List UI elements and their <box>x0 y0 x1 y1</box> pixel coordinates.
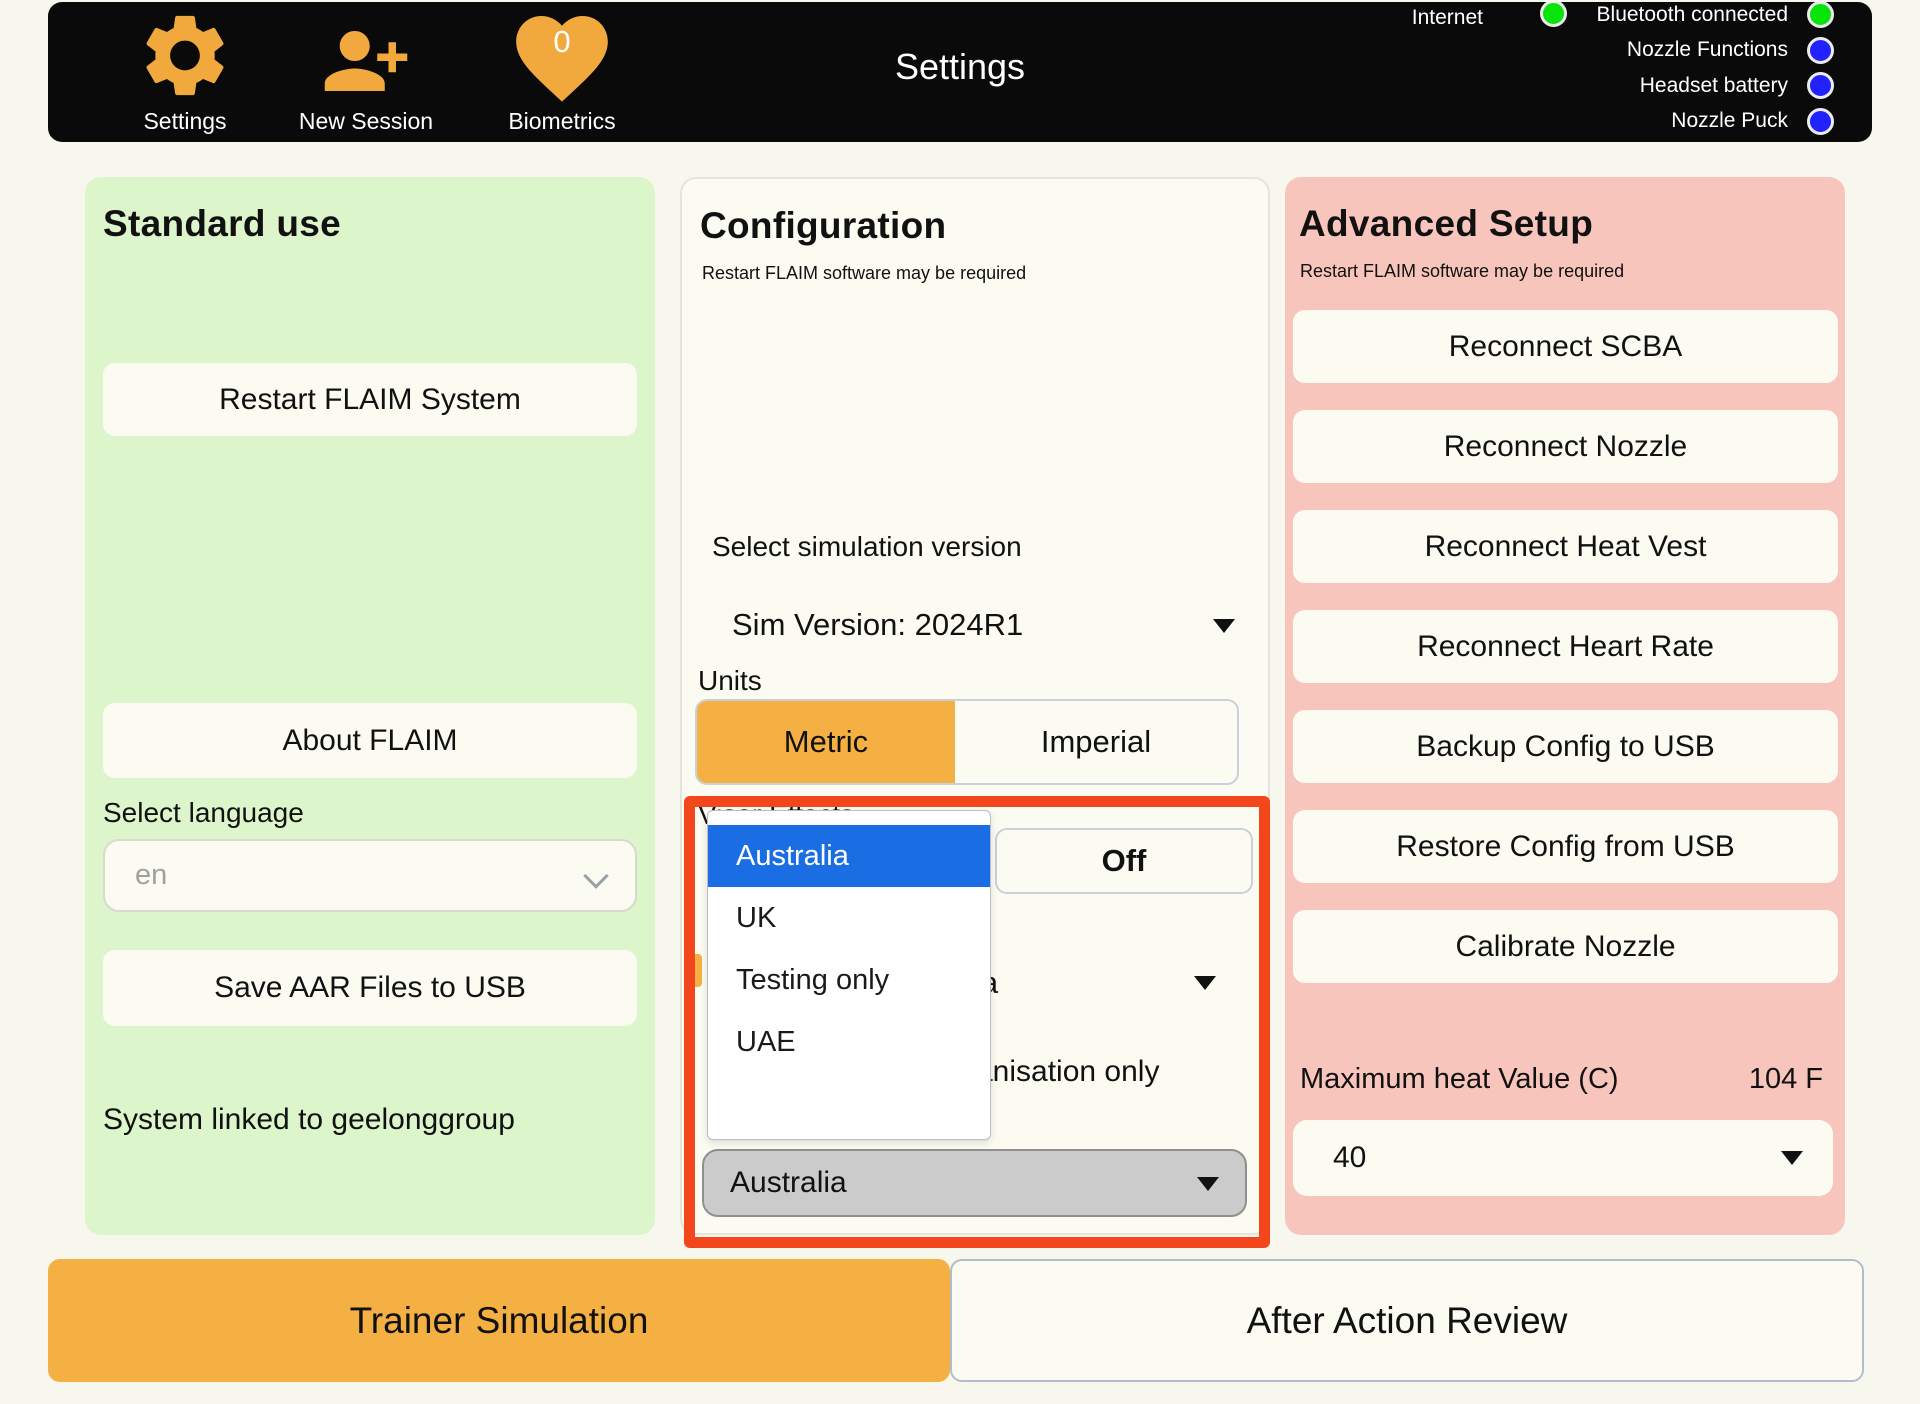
max-heat-fahrenheit-value: 104 F <box>1748 1063 1823 1095</box>
status-label: Nozzle Functions <box>1626 38 1788 62</box>
nav-new-session[interactable]: New Session <box>266 2 466 142</box>
units-option-metric[interactable]: Metric <box>697 701 955 783</box>
restart-flaim-button[interactable]: Restart FLAIM System <box>103 363 637 436</box>
region-option-uk[interactable]: UK <box>736 901 777 934</box>
nav-biometrics[interactable]: 0 Biometrics <box>462 2 662 142</box>
reconnect-heat-vest-button[interactable]: Reconnect Heat Vest <box>1293 510 1838 583</box>
status-label: Nozzle Puck <box>1671 109 1788 133</box>
reconnect-nozzle-button[interactable]: Reconnect Nozzle <box>1293 410 1838 483</box>
status-row-headset-battery: Headset battery <box>1518 68 1834 104</box>
backup-config-button[interactable]: Backup Config to USB <box>1293 710 1838 783</box>
internet-status-indicator <box>1540 2 1567 27</box>
nav-new-session-label: New Session <box>298 108 434 134</box>
caret-down-icon <box>1194 976 1216 990</box>
nav-settings[interactable]: Settings <box>85 2 285 142</box>
obscured-organisation-only-text: anisation only <box>976 1055 1160 1088</box>
sim-version-select[interactable]: Sim Version: 2024R1 <box>712 597 1242 659</box>
configuration-subtitle: Restart FLAIM software may be required <box>702 263 1027 283</box>
top-bar: Settings New Session 0 Biometrics Settin… <box>48 2 1872 142</box>
sim-version-value: Sim Version: 2024R1 <box>732 607 1024 642</box>
about-flaim-button[interactable]: About FLAIM <box>103 703 637 778</box>
trainer-simulation-button[interactable]: Trainer Simulation <box>48 1259 950 1382</box>
status-label: Headset battery <box>1639 73 1788 97</box>
language-select[interactable]: en <box>103 839 637 912</box>
caret-down-icon <box>1213 619 1235 633</box>
device-status-list: Bluetooth connected Nozzle Functions Hea… <box>1518 2 1834 139</box>
units-label: Units <box>698 665 762 696</box>
select-language-label: Select language <box>103 797 304 828</box>
bluetooth-status-indicator <box>1807 2 1834 29</box>
region-option-uae[interactable]: UAE <box>736 1025 796 1058</box>
page-title: Settings <box>894 46 1026 87</box>
biometrics-count-badge: 0 <box>553 24 571 59</box>
region-select[interactable]: Australia <box>702 1149 1247 1217</box>
advanced-setup-subtitle: Restart FLAIM software may be required <box>1300 261 1625 281</box>
status-label: Bluetooth connected <box>1596 2 1788 26</box>
calibrate-nozzle-button[interactable]: Calibrate Nozzle <box>1293 910 1838 983</box>
units-toggle: Metric Imperial <box>695 699 1239 785</box>
max-heat-label: Maximum heat Value (C) <box>1300 1063 1619 1095</box>
region-select-value: Australia <box>730 1166 847 1199</box>
after-action-review-button[interactable]: After Action Review <box>950 1259 1864 1382</box>
units-option-imperial[interactable]: Imperial <box>1040 724 1152 759</box>
advanced-setup-panel: Advanced Setup Restart FLAIM software ma… <box>1285 177 1845 1235</box>
heart-icon <box>507 2 617 119</box>
status-row-nozzle-functions: Nozzle Functions <box>1518 33 1834 69</box>
sim-version-label: Select simulation version <box>712 531 1022 562</box>
configuration-title: Configuration <box>700 205 947 246</box>
status-row-nozzle-puck: Nozzle Puck <box>1518 104 1834 140</box>
status-row-bluetooth: Bluetooth connected <box>1518 2 1834 33</box>
region-option-testing-only[interactable]: Testing only <box>736 963 890 996</box>
headset-battery-status-indicator <box>1807 72 1834 100</box>
person-add-icon <box>314 16 418 111</box>
chevron-down-icon <box>583 863 609 889</box>
save-aar-files-button[interactable]: Save AAR Files to USB <box>103 950 637 1026</box>
gear-icon <box>135 6 235 110</box>
restore-config-button[interactable]: Restore Config from USB <box>1293 810 1838 883</box>
configuration-panel: Configuration Restart FLAIM software may… <box>680 177 1270 1235</box>
region-option-australia[interactable]: Australia <box>708 825 990 887</box>
advanced-setup-title: Advanced Setup <box>1299 203 1594 244</box>
caret-down-icon <box>1197 1177 1219 1191</box>
standard-use-panel: Standard use Restart FLAIM System About … <box>85 177 655 1235</box>
system-linked-text: System linked to geelonggroup <box>103 1103 515 1136</box>
nozzle-functions-status-indicator <box>1807 36 1834 64</box>
nozzle-puck-status-indicator <box>1807 107 1834 135</box>
nav-settings-label: Settings <box>143 108 227 134</box>
internet-status-label: Internet <box>1411 6 1483 29</box>
language-select-value: en <box>135 859 168 891</box>
hidden-toggle-fragment <box>686 954 702 987</box>
reconnect-scba-button[interactable]: Reconnect SCBA <box>1293 310 1838 383</box>
caret-down-icon <box>1781 1151 1803 1165</box>
standard-use-title: Standard use <box>103 203 341 244</box>
region-dropdown-list: Australia UK Testing only UAE <box>707 810 991 1140</box>
nav-biometrics-label: Biometrics <box>508 108 616 134</box>
max-heat-select[interactable]: 40 <box>1293 1120 1833 1196</box>
visor-effects-off-button[interactable]: Off <box>995 828 1253 894</box>
max-heat-value: 40 <box>1333 1141 1367 1174</box>
reconnect-heart-rate-button[interactable]: Reconnect Heart Rate <box>1293 610 1838 683</box>
